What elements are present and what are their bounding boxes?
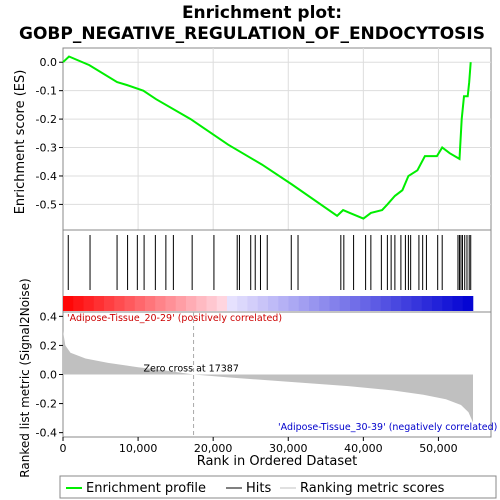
es-y-tick-label: -0.5 [36,198,57,211]
chart-title-line2: GOBP_NEGATIVE_REGULATION_OF_ENDOCYTOSIS [19,24,485,44]
rank-color-bar-segment [339,296,351,311]
es-panel-frame [62,47,492,231]
rank-color-bar-segment [73,296,84,311]
x-tick-label: 40,000 [344,442,383,455]
negative-correlation-label: 'Adipose-Tissue_30-39' (negatively corre… [278,422,497,433]
rank-color-bar-segment [452,296,464,311]
x-tick-label: 30,000 [269,442,308,455]
zero-cross-label: Zero cross at 17387 [144,364,239,375]
rank-color-bar-segment [308,296,320,311]
rank-color-bar-segment [421,296,433,311]
rank-color-bar-segment [411,296,423,311]
ranking-metric-area [63,330,473,423]
metric-y-tick-label: 0.4 [40,310,58,323]
rank-color-bar-segment [155,296,166,311]
rank-color-bar-segment [267,296,279,311]
rank-color-bar-segment [165,296,177,311]
chart-title-line1: Enrichment plot: [182,3,342,23]
rank-color-bar-segment [319,296,330,311]
rank-color-bar-segment [390,296,402,311]
rank-color-bar-segment [216,296,228,311]
legend-hits-label: Hits [246,481,271,496]
hit-marks [67,235,472,290]
rank-color-bar-segment [298,296,310,311]
rank-color-bar-segment [185,296,197,311]
rank-color-bar-segment [134,296,146,311]
x-axis-ticks: 0 10,000 20,000 30,000 40,000 50,000 [60,437,458,455]
x-axis-label: Rank in Ordered Dataset [197,454,358,469]
rank-color-bar-segment [380,296,392,311]
metric-y-ticks: 0.4 0.2 0.0 -0.2 -0.4 [36,310,63,440]
rank-color-bar-segment [247,296,259,311]
rank-color-bar [63,296,474,311]
rank-color-bar-segment [103,296,115,311]
rank-color-bar-segment [462,296,474,311]
rank-color-bar-segment [349,296,361,311]
es-gridlines [63,48,491,230]
rank-color-bar-segment [257,296,269,311]
legend-metric-label: Ranking metric scores [300,481,445,496]
rank-color-bar-segment [442,296,453,311]
rank-color-bar-segment [278,296,289,311]
rank-color-bar-segment [206,296,218,311]
positive-correlation-label: 'Adipose-Tissue_20-29' (positively corre… [67,313,282,324]
metric-y-tick-label: -0.2 [36,398,57,411]
x-tick-label: 0 [60,442,67,455]
metric-y-tick-label: 0.2 [40,339,58,352]
es-y-tick-label: 0.0 [40,56,58,69]
metric-y-tick-label: -0.4 [36,427,57,440]
rank-color-bar-segment [124,296,136,311]
rank-color-bar-segment [329,296,341,311]
rank-color-bar-segment [175,296,187,311]
legend: Enrichment profile Hits Ranking metric s… [59,475,497,499]
es-y-tick-label: -0.2 [36,113,57,126]
metric-panel: 0.4 0.2 0.0 -0.2 -0.4 Zero cross at 17387 'A… [18,278,497,477]
rank-color-bar-segment [114,296,125,311]
es-y-tick-label: -0.3 [36,142,57,155]
x-tick-label: 50,000 [419,442,458,455]
rank-color-bar-segment [288,296,300,311]
es-y-axis-label: Enrichment score (ES) [13,70,28,215]
rank-color-bar-segment [360,296,371,311]
es-y-tick-label: -0.1 [36,85,57,98]
es-panel: 0.0 -0.1 -0.2 -0.3 -0.4 -0.5 Enrichment score… [13,47,492,231]
rank-color-bar-segment [370,296,382,311]
metric-y-tick-label: 0.0 [40,369,58,382]
rank-color-bar-segment [431,296,443,311]
rank-color-bar-segment [401,296,412,311]
rank-color-bar-segment [196,296,207,311]
rank-color-bar-segment [63,296,74,311]
hits-panel [62,229,492,313]
es-y-tick-label: -0.4 [36,170,57,183]
legend-enrichment-label: Enrichment profile [86,481,206,496]
legend-frame [59,475,497,499]
enrichment-profile-line [62,55,472,220]
es-y-ticks: 0.0 -0.1 -0.2 -0.3 -0.4 -0.5 [36,56,63,211]
rank-color-bar-segment [226,296,238,311]
rank-color-bar-segment [237,296,248,311]
x-tick-label: 20,000 [194,442,233,455]
metric-y-axis-label: Ranked list metric (Signal2Noise) [18,278,32,477]
x-tick-label: 10,000 [119,442,158,455]
rank-color-bar-segment [83,296,95,311]
rank-color-bar-segment [93,296,105,311]
rank-color-bar-segment [144,296,156,311]
